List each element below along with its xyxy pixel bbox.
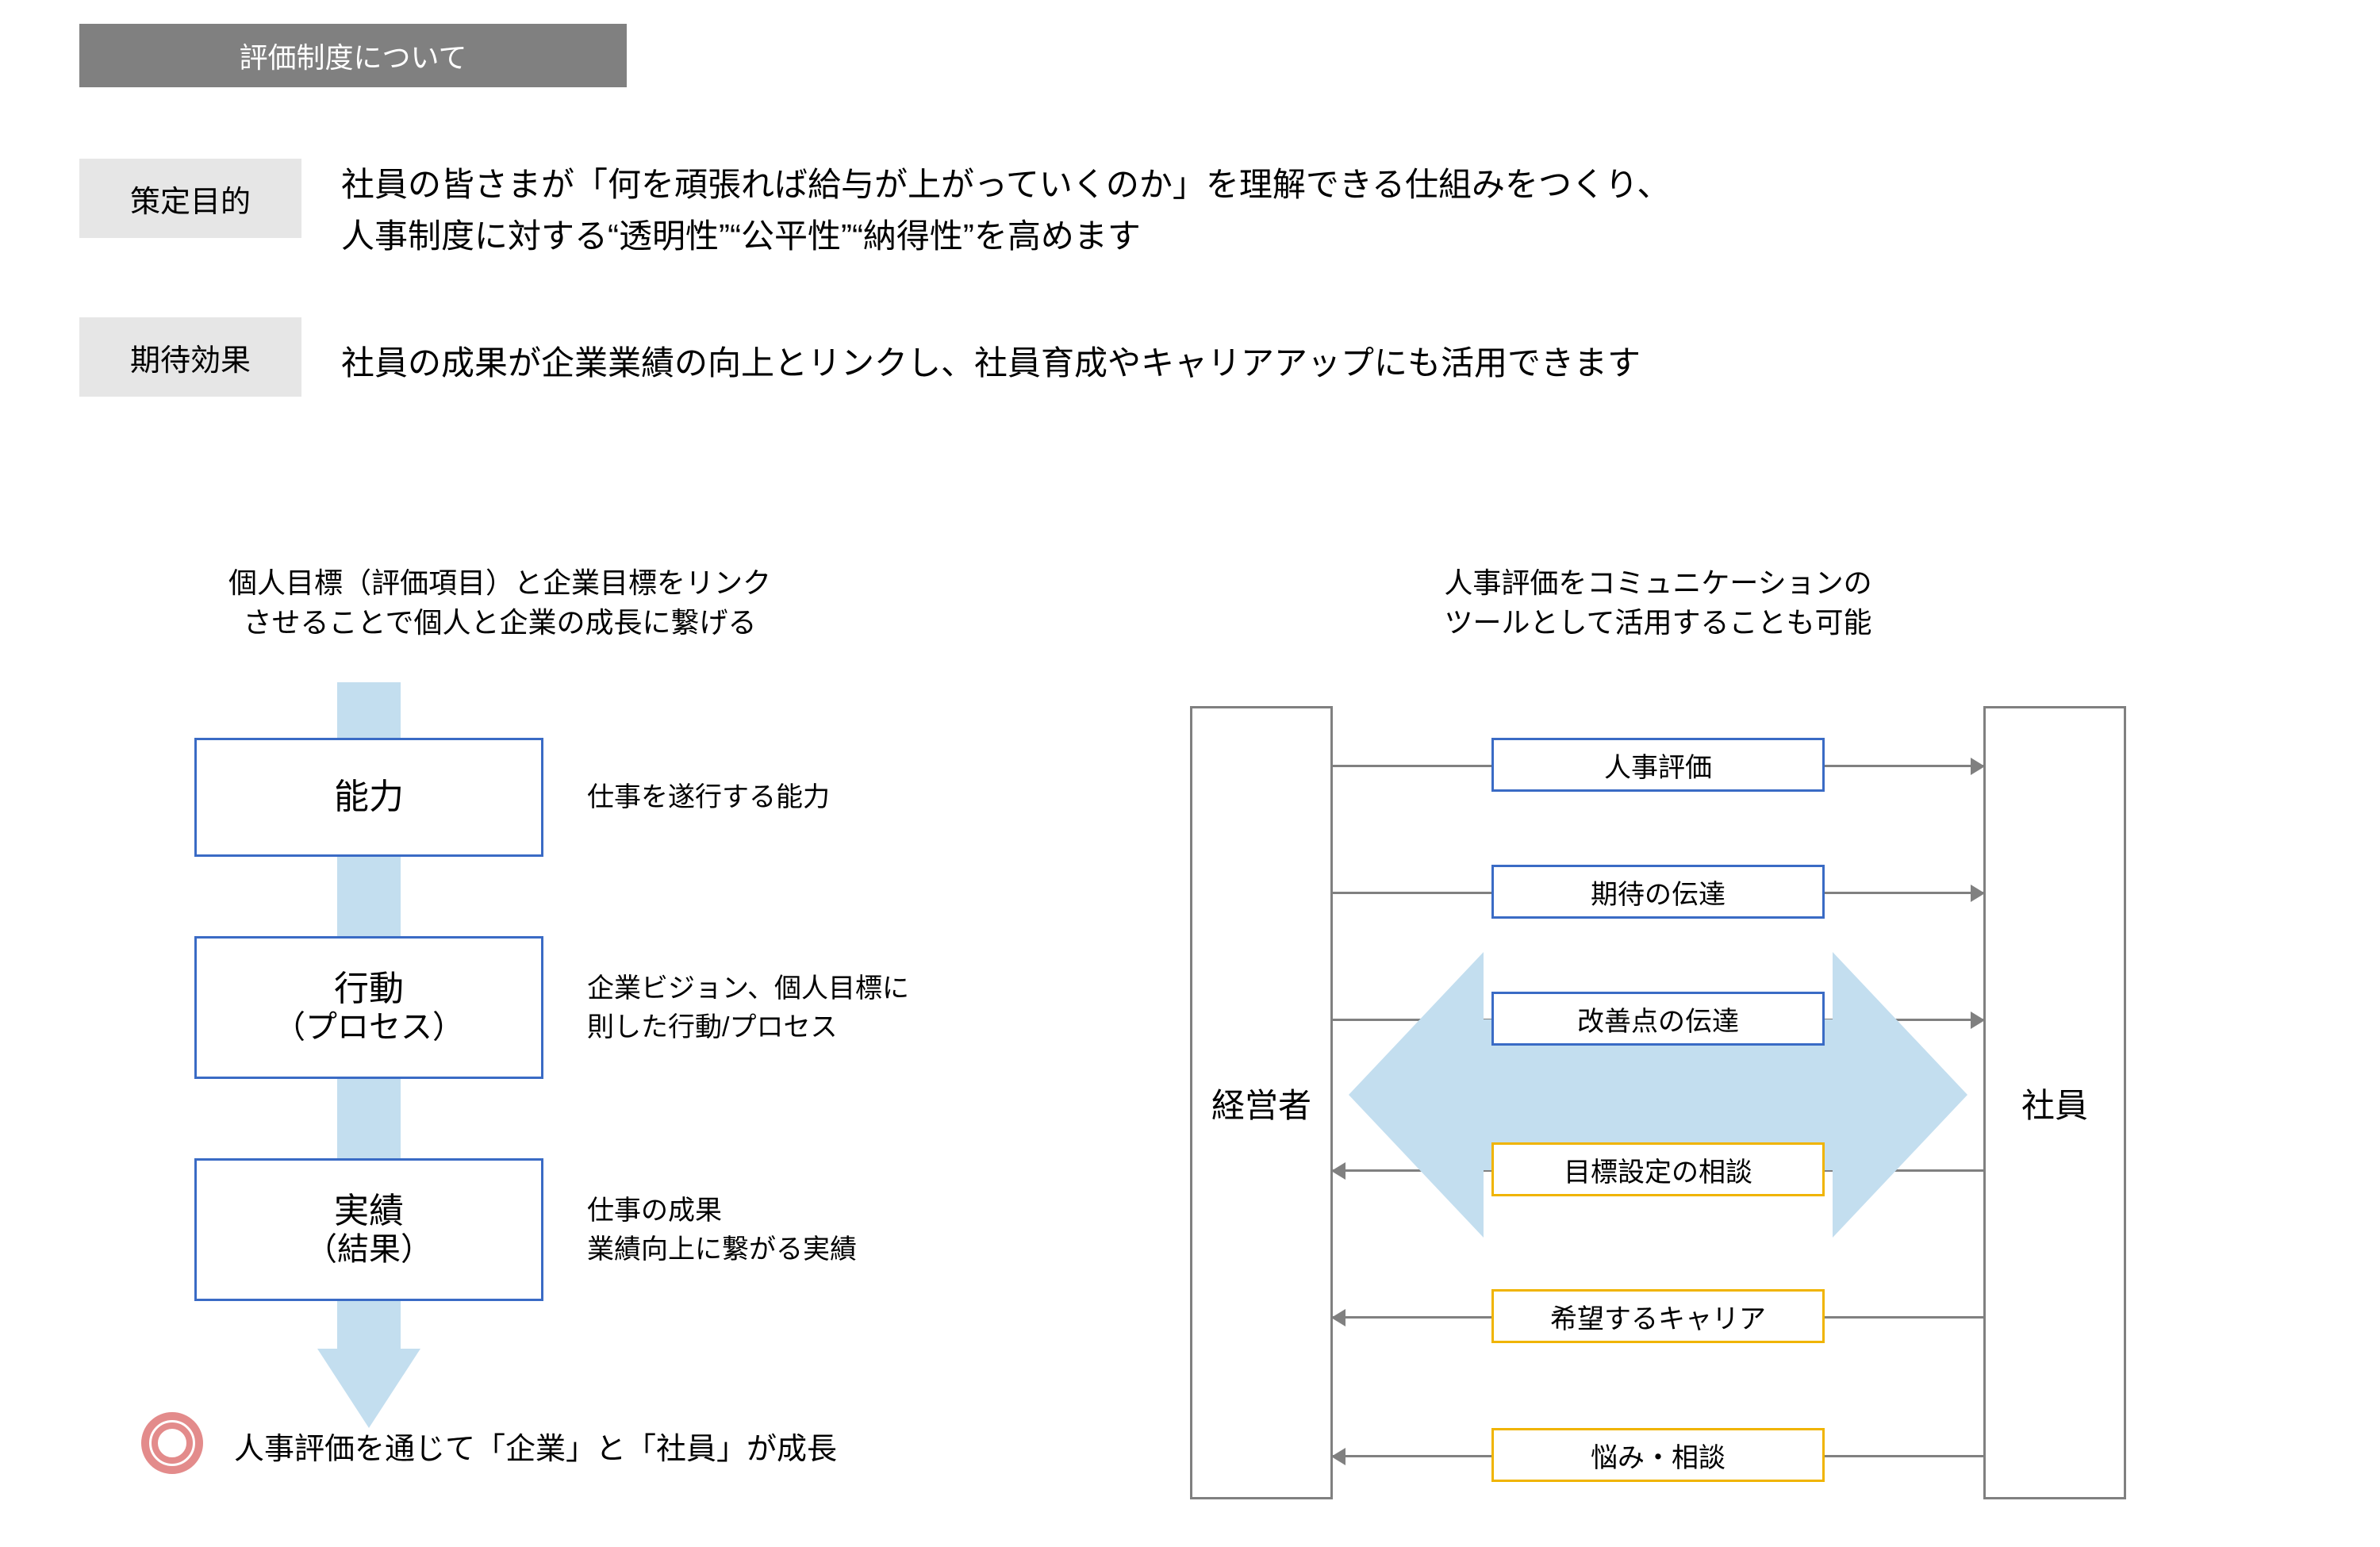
msg-box-0: 人事評価 — [1491, 738, 1825, 792]
flow-box-subtitle: （結果） — [305, 1231, 432, 1268]
msg-box-2: 改善点の伝達 — [1491, 992, 1825, 1046]
flow-box-subtitle: （プロセス） — [274, 1009, 464, 1046]
flow-desc-0: 仕事を遂行する能力 — [587, 778, 830, 817]
right-heading: 人事評価をコミュニケーションのツールとして活用することも可能 — [1349, 563, 1967, 643]
flow-box-0: 能力 — [194, 738, 543, 857]
section-title: 評価制度について — [79, 24, 627, 87]
flow-box-title: 実績 — [334, 1192, 404, 1232]
effect-label: 期待効果 — [79, 317, 301, 397]
msg-box-5: 悩み・相談 — [1491, 1428, 1825, 1482]
left-heading: 個人目標（評価項目）と企業目標をリンクさせることで個人と企業の成長に繋げる — [175, 563, 825, 643]
flow-desc-1: 企業ビジョン、個人目標に則した行動/プロセス — [587, 969, 909, 1048]
double-circle-icon — [141, 1412, 203, 1474]
purpose-text: 社員の皆さまが「何を頑張れば給与が上がっていくのか」を理解できる仕組みをつくり、… — [341, 159, 1670, 262]
effect-text: 社員の成果が企業業績の向上とリンクし、社員育成やキャリアアップにも活用できます — [341, 337, 1641, 389]
flow-box-title: 行動 — [334, 969, 404, 1010]
flow-box-2: 実績（結果） — [194, 1158, 543, 1301]
flow-desc-2: 仕事の成果業績向上に繋がる実績 — [587, 1192, 857, 1270]
msg-box-1: 期待の伝達 — [1491, 865, 1825, 919]
conclusion-text: 人事評価を通じて「企業」と「社員」が成長 — [234, 1424, 837, 1468]
entity-management: 経営者 — [1190, 706, 1333, 1499]
purpose-label: 策定目的 — [79, 159, 301, 238]
msg-box-4: 希望するキャリア — [1491, 1289, 1825, 1343]
entity-employee: 社員 — [1983, 706, 2126, 1499]
flow-box-1: 行動（プロセス） — [194, 936, 543, 1079]
flow-box-title: 能力 — [334, 777, 404, 818]
msg-box-3: 目標設定の相談 — [1491, 1142, 1825, 1196]
